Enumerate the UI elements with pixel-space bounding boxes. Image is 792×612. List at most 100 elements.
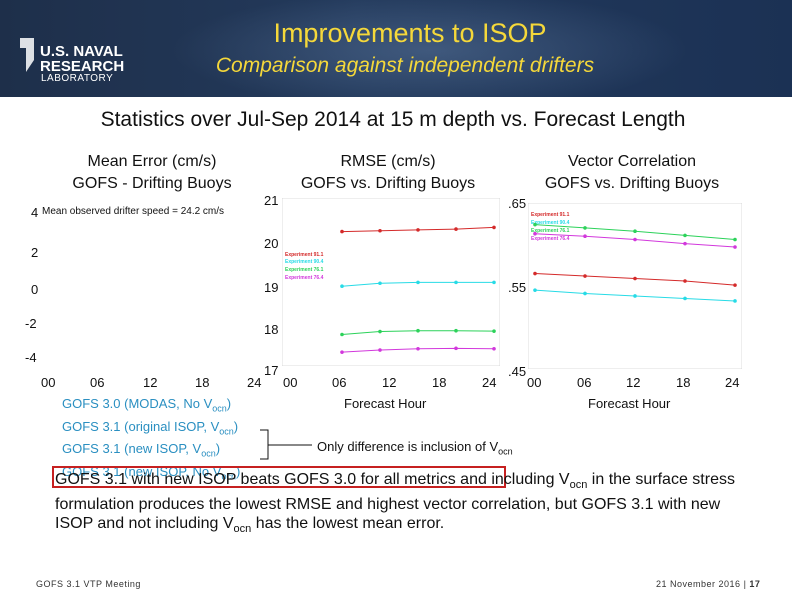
rmse-legend-entry: Experiment 76.4 [285,275,324,281]
vc-xtick-06: 06 [577,375,592,390]
data-point [454,328,458,333]
rmse-xlabel: Forecast Hour [344,396,427,411]
data-point [416,328,420,333]
data-point [416,346,420,351]
me-xtick-06: 06 [90,375,105,390]
condition-item: GOFS 3.1 (new ISOP, Vocn) [62,441,221,459]
page-subtitle: Comparison against independent drifters [215,54,595,77]
vc-legend-entry: Experiment 76.1 [531,228,570,234]
data-point [378,329,382,334]
rmse-title: RMSE (cm/s) GOFS vs. Drifting Buoys [278,151,498,195]
vc-title-line2: GOFS vs. Drifting Buoys [544,175,720,192]
data-point [633,229,637,234]
vc-xtick-24: 24 [725,375,740,390]
me-ytick-neg2: -2 [25,316,37,331]
rmse-ytick-17: 17 [264,363,279,378]
rmse-title-line2: GOFS vs. Drifting Buoys [300,175,476,192]
data-point [492,280,496,285]
me-xtick-18: 18 [195,375,210,390]
data-point [416,228,420,232]
conclusion-boxed: GOFS 3.1 with new ISOP beats GOFS 3.0 fo… [55,471,456,488]
vc-legend-entry: Experiment 76.4 [531,236,570,242]
data-point [733,237,737,242]
data-point [733,299,737,303]
vc-xtick-00: 00 [527,375,542,390]
rmse-legend-entry: Experiment 76.1 [285,267,324,273]
page-number: 17 [749,579,761,589]
rmse-legend-entry: Experiment 91.1 [285,252,324,258]
rmse-ytick-21: 21 [264,193,279,208]
rmse-title-line1: RMSE (cm/s) [340,153,436,170]
data-point [454,227,458,231]
data-point [416,280,420,285]
logo-line-1: U.S. NAVAL [40,43,123,60]
data-point [340,332,344,337]
bracket-note: Only difference is inclusion of Vocn [317,439,513,457]
data-point [583,291,587,296]
me-xtick-12: 12 [143,375,158,390]
data-point [378,228,382,233]
data-point [633,294,637,298]
logo-line-3: LABORATORY [41,73,114,84]
data-point [683,233,687,238]
data-point [454,346,458,351]
rmse-xtick-00: 00 [283,375,298,390]
me-ytick-neg4: -4 [25,350,37,365]
data-point [633,276,637,281]
data-point [533,222,537,227]
stats-title: Statistics over Jul-Sep 2014 at 15 m dep… [100,108,686,131]
rmse-chart: Experiment 91.1 Experiment 90.4 Experime… [282,198,500,366]
vc-legend: Experiment 91.1 Experiment 90.4 Experime… [531,212,570,242]
mean-observed-note: Mean observed drifter speed = 24.2 cm/s [42,206,225,217]
rmse-xtick-24: 24 [482,375,497,390]
data-point [340,229,344,234]
mean-error-title-line1: Mean Error (cm/s) [87,153,217,170]
data-point [633,237,637,242]
data-point [683,241,687,246]
rmse-xtick-06: 06 [332,375,347,390]
rmse-ytick-18: 18 [264,322,279,337]
vc-xtick-18: 18 [676,375,691,390]
mean-error-title-line2: GOFS - Drifting Buoys [72,175,232,192]
header-glow [170,0,690,97]
data-point [533,288,537,292]
vc-series [533,222,737,303]
mean-error-title: Mean Error (cm/s) GOFS - Drifting Buoys [42,151,262,195]
vc-ytick-55: .55 [508,280,527,295]
footer-left: GOFS 3.1 VTP Meeting [36,579,141,589]
me-ytick-0: 0 [31,282,39,297]
data-point [733,283,737,287]
data-point [533,271,537,276]
vc-legend-entry: Experiment 91.1 [531,212,570,218]
rmse-xtick-18: 18 [432,375,447,390]
data-point [492,225,496,230]
rmse-ytick-19: 19 [264,280,279,295]
vc-xtick-12: 12 [626,375,641,390]
conclusion-text: GOFS 3.1 with new ISOP beats GOFS 3.0 fo… [55,471,735,536]
condition-item: GOFS 3.0 (MODAS, No Vocn) [62,396,232,414]
vc-chart: Experiment 91.1 Experiment 90.4 Experime… [528,203,742,369]
rmse-legend-entry: Experiment 90.4 [285,259,324,265]
vc-legend-entry: Experiment 90.4 [531,220,570,226]
bracket-icon [260,429,312,460]
vc-xlabel: Forecast Hour [588,396,671,411]
data-point [492,329,496,333]
data-point [583,234,587,238]
condition-item: GOFS 3.1 (original ISOP, Vocn) [62,418,239,437]
page-title: Improvements to ISOP [273,18,547,48]
data-point [340,350,344,354]
data-point [378,348,382,352]
logo-mark-icon [20,38,34,72]
me-xtick-24: 24 [247,375,262,390]
highlight-box [52,466,506,488]
data-point [454,280,458,285]
data-point [733,245,737,249]
rmse-series [340,225,496,354]
vc-ytick-65: .65 [508,196,527,211]
rmse-ytick-20: 20 [264,236,279,251]
me-ytick-4: 4 [31,205,39,220]
footer-date: 21 November 2016 [656,579,741,589]
rmse-legend: Experiment 91.1 Experiment 90.4 Experime… [285,252,324,281]
data-point [492,346,496,351]
me-ytick-2: 2 [31,245,39,260]
